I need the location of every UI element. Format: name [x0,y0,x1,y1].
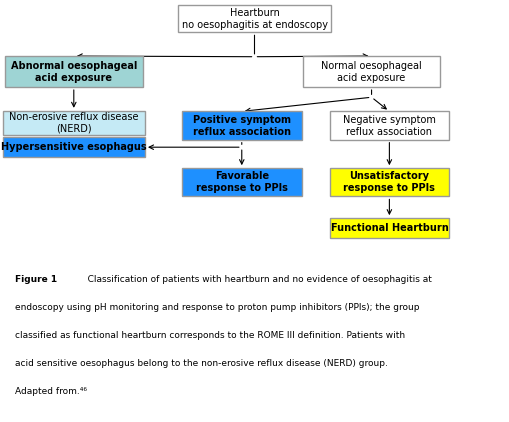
FancyBboxPatch shape [330,218,449,238]
FancyBboxPatch shape [182,168,301,197]
Text: classified as functional heartburn corresponds to the ROME III definition. Patie: classified as functional heartburn corre… [15,331,405,340]
FancyBboxPatch shape [303,56,440,87]
Text: endoscopy using pH monitoring and response to proton pump inhibitors (PPIs); the: endoscopy using pH monitoring and respon… [15,303,420,312]
FancyBboxPatch shape [182,111,301,140]
Text: Non-erosive reflux disease
(NERD): Non-erosive reflux disease (NERD) [9,112,138,134]
Text: acid sensitive oesophagus belong to the non-erosive reflux disease (NERD) group.: acid sensitive oesophagus belong to the … [15,359,388,368]
Text: Normal oesophageal
acid exposure: Normal oesophageal acid exposure [321,61,422,83]
Text: Favorable
response to PPIs: Favorable response to PPIs [196,171,288,193]
Text: Hypersensitive esophagus: Hypersensitive esophagus [1,142,147,152]
FancyBboxPatch shape [330,168,449,197]
FancyBboxPatch shape [178,5,331,32]
Text: Unsatisfactory
response to PPIs: Unsatisfactory response to PPIs [344,171,435,193]
Text: Positive symptom
reflux association: Positive symptom reflux association [193,115,291,137]
Text: Classification of patients with heartburn and no evidence of oesophagitis at: Classification of patients with heartbur… [79,275,432,284]
FancyBboxPatch shape [3,137,145,157]
Text: Figure 1: Figure 1 [15,275,58,284]
FancyBboxPatch shape [3,111,145,135]
Text: Functional Heartburn: Functional Heartburn [330,223,448,233]
FancyBboxPatch shape [5,56,143,87]
Text: Heartburn
no oesophagitis at endoscopy: Heartburn no oesophagitis at endoscopy [182,8,327,30]
Text: Abnormal oesophageal
acid exposure: Abnormal oesophageal acid exposure [11,61,137,83]
Text: Adapted from.⁴⁶: Adapted from.⁴⁶ [15,387,87,396]
Text: Negative symptom
reflux association: Negative symptom reflux association [343,115,436,137]
FancyBboxPatch shape [330,111,449,140]
